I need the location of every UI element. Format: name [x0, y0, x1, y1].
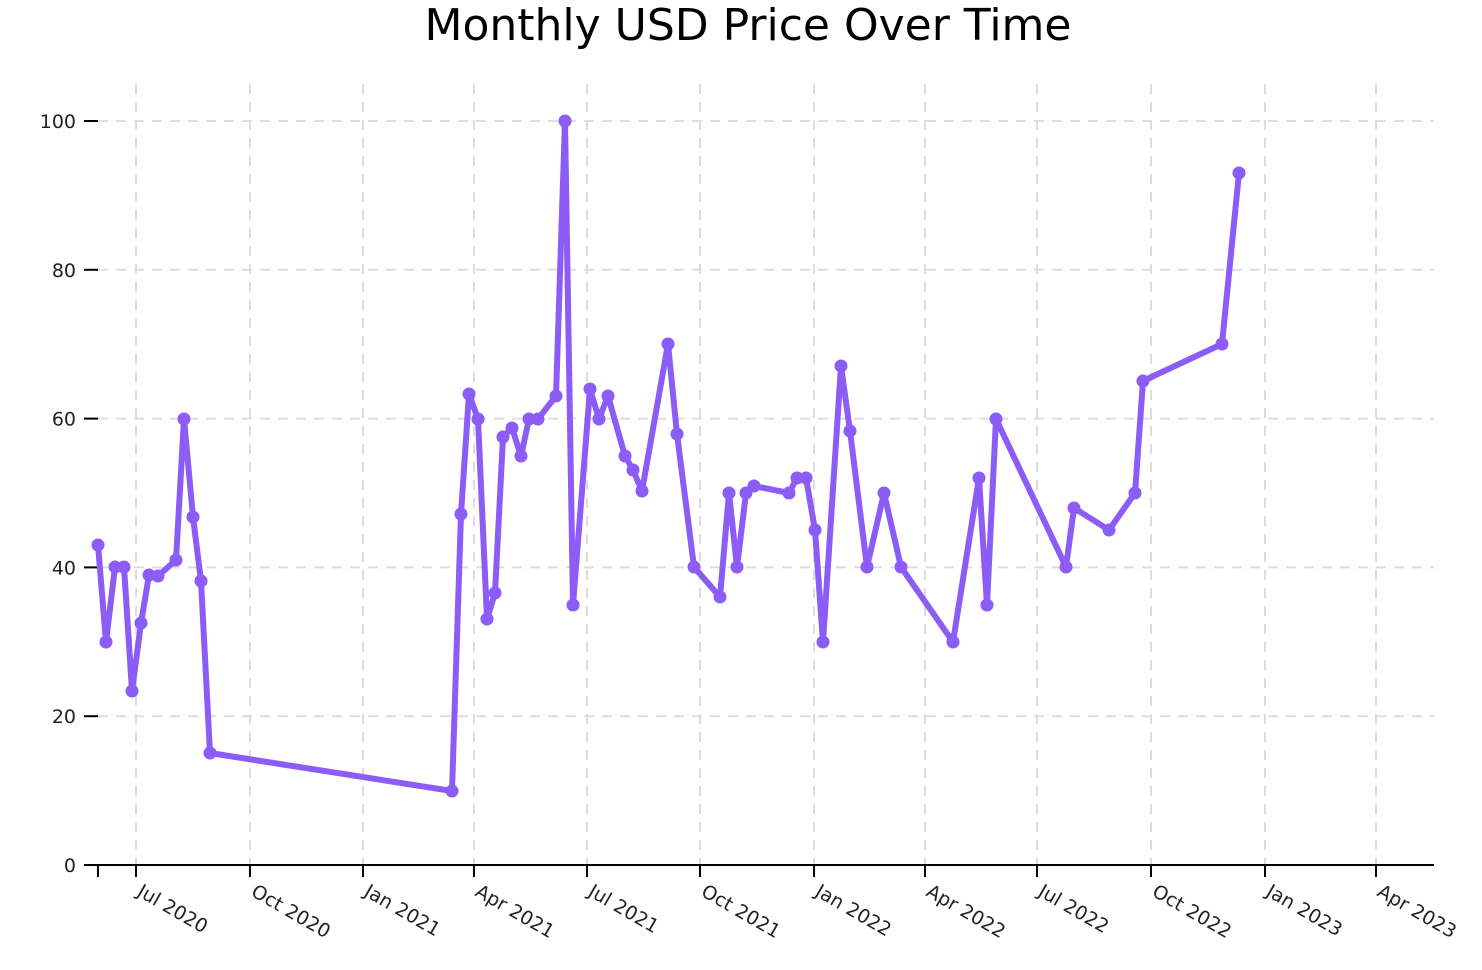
data-point — [790, 471, 804, 485]
data-point — [816, 635, 830, 649]
data-point — [1059, 560, 1073, 574]
data-point — [877, 486, 891, 500]
data-point — [860, 560, 874, 574]
data-point — [125, 684, 139, 698]
chart-title: Monthly USD Price Over Time — [424, 0, 1072, 51]
data-point — [496, 430, 510, 444]
x-tick-label: Oct 2021 — [698, 880, 785, 943]
y-tick-label: 20 — [52, 706, 76, 728]
data-point — [151, 569, 165, 583]
data-point — [134, 616, 148, 630]
data-point — [480, 612, 494, 626]
data-point — [91, 538, 105, 552]
data-point — [177, 412, 191, 426]
x-tick-label: Apr 2021 — [472, 880, 559, 943]
y-tick-label: 100 — [40, 111, 76, 133]
data-point — [445, 784, 459, 798]
data-point — [730, 560, 744, 574]
x-tick-label: Oct 2022 — [1149, 880, 1236, 943]
data-point — [626, 463, 640, 477]
price-line — [95, 118, 1242, 794]
data-point — [834, 359, 848, 373]
data-point — [462, 387, 476, 401]
data-point — [894, 560, 908, 574]
data-point — [549, 389, 563, 403]
data-point — [980, 598, 994, 612]
x-tick-label: Jul 2021 — [584, 880, 663, 938]
data-point — [635, 484, 649, 498]
data-point — [972, 471, 986, 485]
x-tick-label: Apr 2022 — [923, 880, 1010, 943]
data-point — [522, 412, 536, 426]
data-point — [670, 427, 684, 441]
x-tick-label: Apr 2023 — [1374, 880, 1461, 943]
x-tick-label: Jan 2022 — [811, 880, 895, 941]
data-point — [722, 486, 736, 500]
data-point — [186, 510, 200, 524]
data-point — [782, 486, 796, 500]
data-point — [471, 412, 485, 426]
data-point — [505, 421, 519, 435]
data-point — [117, 560, 131, 574]
data-point — [99, 635, 113, 649]
data-point — [566, 598, 580, 612]
x-tick-label: Jan 2021 — [360, 880, 444, 941]
data-point — [454, 507, 468, 521]
data-point — [747, 479, 761, 493]
x-tick-label: Jul 2022 — [1034, 880, 1113, 938]
price-series — [91, 114, 1246, 798]
data-point — [203, 746, 217, 760]
data-point — [1232, 166, 1246, 180]
data-point — [592, 412, 606, 426]
data-point — [169, 553, 183, 567]
data-point — [687, 560, 701, 574]
axes: 0 20 40 60 80 100 Jul 2020 Oct 2020 Jan 2021 Apr … — [40, 111, 1460, 943]
data-point — [531, 412, 545, 426]
data-point — [1102, 523, 1116, 537]
data-point — [843, 424, 857, 438]
y-tick-label: 40 — [52, 557, 76, 579]
data-point — [108, 560, 122, 574]
x-tick-label: Jan 2023 — [1262, 880, 1346, 941]
data-point — [488, 586, 502, 600]
data-point — [1067, 501, 1081, 515]
y-tick-label: 80 — [52, 260, 76, 282]
data-point — [601, 389, 615, 403]
y-tick-label: 0 — [64, 855, 76, 877]
data-point — [1136, 374, 1150, 388]
x-tick-label: Jul 2020 — [133, 880, 212, 938]
data-point — [661, 337, 675, 351]
data-point — [618, 449, 632, 463]
data-point — [583, 382, 597, 396]
data-point — [558, 114, 572, 128]
y-tick-label: 60 — [52, 409, 76, 431]
data-point — [1215, 337, 1229, 351]
data-point — [808, 523, 822, 537]
data-point — [946, 635, 960, 649]
data-point — [194, 574, 208, 588]
data-point — [989, 412, 1003, 426]
grid-lines — [98, 84, 1434, 865]
data-point — [1128, 486, 1142, 500]
data-point — [713, 590, 727, 604]
data-point — [514, 449, 528, 463]
x-tick-label: Oct 2020 — [248, 880, 335, 943]
data-point — [799, 471, 813, 485]
